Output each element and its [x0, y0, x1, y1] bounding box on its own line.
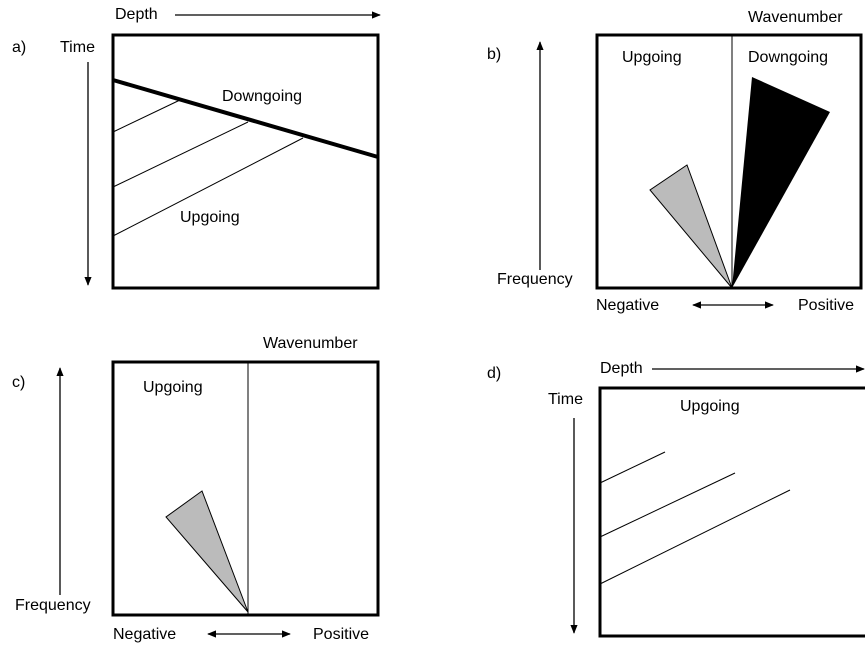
panel-b: b) Wavenumber Upgoing Downgoing Frequenc… — [487, 9, 863, 314]
event-label: Upgoing — [680, 398, 740, 415]
upgoing-wedge — [649, 164, 733, 289]
panel-box — [111, 360, 380, 617]
upgoing-event — [599, 472, 736, 538]
panel-box — [111, 33, 380, 290]
upgoing-event — [599, 489, 791, 585]
positive-label: Positive — [798, 297, 854, 314]
panel-label: c) — [12, 374, 25, 391]
region-label: Upgoing — [622, 49, 682, 66]
upgoing-event — [112, 99, 181, 133]
panel-c: c) Wavenumber Upgoing Frequency Negative… — [12, 335, 380, 643]
panel-box — [595, 33, 863, 290]
upgoing-wedge — [165, 490, 249, 613]
y-axis-label: Frequency — [15, 597, 91, 614]
top-label: Wavenumber — [748, 9, 843, 26]
panel-label: d) — [487, 365, 501, 382]
event-label: Upgoing — [180, 209, 240, 226]
panel-a: a) Depth Time Downgoing Upgoing — [12, 6, 381, 290]
panel-d: d) Depth Time Upgoing — [487, 360, 865, 638]
x-axis-label: Depth — [600, 360, 643, 377]
region-label: Downgoing — [748, 49, 828, 66]
y-axis-label: Time — [60, 39, 95, 56]
negative-label: Negative — [113, 626, 176, 643]
panel-label: a) — [12, 39, 26, 56]
panel-label: b) — [487, 46, 501, 63]
positive-label: Positive — [313, 626, 369, 643]
downgoing-event — [112, 78, 379, 159]
upgoing-event — [112, 121, 249, 188]
y-axis-label: Frequency — [497, 271, 573, 288]
x-axis-label: Depth — [115, 6, 158, 23]
event-label: Downgoing — [222, 88, 302, 105]
top-label: Wavenumber — [263, 335, 358, 352]
upgoing-event — [599, 451, 666, 484]
y-axis-label: Time — [548, 391, 583, 408]
region-label: Upgoing — [143, 379, 203, 396]
negative-label: Negative — [596, 297, 659, 314]
upgoing-event — [112, 137, 304, 237]
panel-box — [598, 386, 865, 638]
downgoing-wedge — [732, 77, 830, 288]
